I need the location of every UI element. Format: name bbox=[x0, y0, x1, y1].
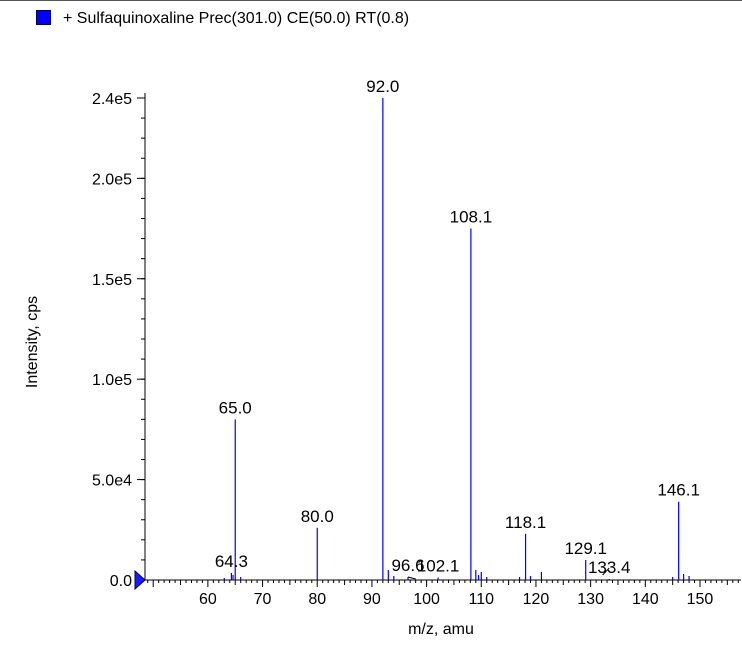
peak-label: 65.0 bbox=[219, 398, 252, 417]
label-leader-line bbox=[602, 567, 610, 576]
y-tick-label: 1.5e5 bbox=[92, 272, 132, 289]
peak-label: 64.3 bbox=[215, 552, 248, 571]
peak-label: 129.1 bbox=[564, 539, 607, 558]
y-tick-label: 5.0e4 bbox=[92, 473, 132, 490]
peak-label: 80.0 bbox=[301, 507, 334, 526]
peak-label: 118.1 bbox=[505, 513, 546, 532]
peak-label: 146.1 bbox=[657, 481, 700, 500]
peak-labels-group: 92.0 108.1 65.0 146.1 80.0 118.1 129.1 64.3 96.6… bbox=[215, 77, 700, 580]
y-tick-label: 2.4e5 bbox=[92, 91, 132, 108]
axes-group: 60 70 80 90 100 110 120 130 140 150 0.0 5.0e4 1.0e5 1… bbox=[92, 91, 741, 608]
x-tick-label: 110 bbox=[469, 591, 495, 608]
y-tick-label: 0.0 bbox=[110, 573, 132, 590]
legend-swatch-icon bbox=[36, 9, 51, 25]
x-axis-title: m/z, amu bbox=[408, 621, 474, 638]
peaks-group bbox=[223, 98, 690, 580]
legend-label: + Sulfaquinoxaline Prec(301.0) CE(50.0) … bbox=[63, 10, 410, 27]
x-tick-label: 130 bbox=[577, 591, 604, 608]
legend: + Sulfaquinoxaline Prec(301.0) CE(50.0) … bbox=[36, 8, 409, 30]
x-tick-label: 60 bbox=[199, 591, 217, 608]
y-tick-label: 1.0e5 bbox=[92, 372, 132, 389]
x-tick-label: 90 bbox=[363, 591, 381, 608]
peak-label: 133.4 bbox=[588, 558, 631, 577]
peak-label: 96.6 bbox=[391, 556, 424, 575]
x-tick-label: 70 bbox=[254, 591, 272, 608]
y-tick-label: 2.0e5 bbox=[92, 171, 132, 188]
x-tick-label: 100 bbox=[413, 591, 440, 608]
label-leader-line bbox=[407, 576, 416, 580]
x-tick-label: 80 bbox=[308, 591, 326, 608]
top-border bbox=[0, 0, 742, 1]
cursor-marker-icon[interactable] bbox=[134, 569, 146, 591]
x-tick-label: 120 bbox=[523, 591, 550, 608]
peak-label: 92.0 bbox=[366, 77, 399, 96]
x-tick-label: 140 bbox=[632, 591, 659, 608]
y-axis-title: Intensity, cps bbox=[24, 296, 41, 388]
peak-label: 108.1 bbox=[450, 208, 493, 227]
x-tick-label: 150 bbox=[687, 591, 714, 608]
peak-label: 102.1 bbox=[417, 557, 460, 576]
